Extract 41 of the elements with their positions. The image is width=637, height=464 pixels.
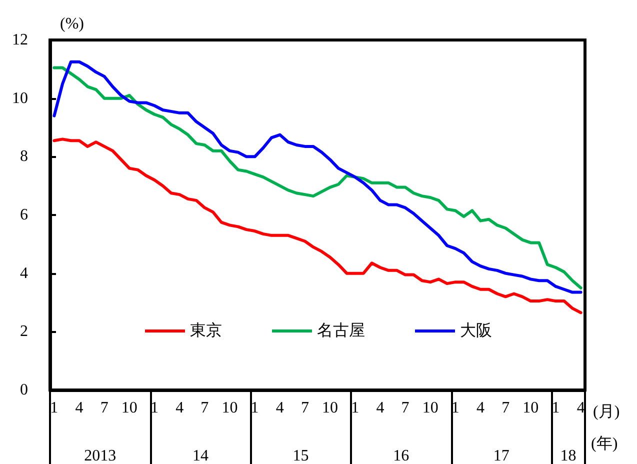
x-tick-label: 4 <box>576 400 585 416</box>
x-tick-label: 4 <box>376 400 384 416</box>
x-tick-label: 7 <box>100 400 108 416</box>
text: 14 <box>192 448 208 464</box>
y-tick-label: 6 <box>20 206 28 224</box>
legend-label: 東京 <box>190 322 222 340</box>
text: 17 <box>493 448 510 464</box>
x-tick-label: 1 <box>552 400 560 416</box>
legend-label: 大阪 <box>460 322 492 340</box>
x-tick-label: 1 <box>250 400 259 416</box>
y-axis-title: (%) <box>60 16 84 32</box>
x-tick-label: 10 <box>121 400 138 416</box>
text: 16 <box>393 448 410 464</box>
x-tick-label: 7 <box>300 400 309 416</box>
x-tick-label: 10 <box>222 400 238 416</box>
x-tick-label: 7 <box>502 400 510 416</box>
text: 15 <box>292 448 309 464</box>
x-tick-label: 10 <box>322 400 338 416</box>
x-tick-label: 10 <box>422 400 438 416</box>
legend-label: 名古屋 <box>317 322 365 340</box>
y-tick-label: 8 <box>20 148 28 166</box>
y-tick-label: 2 <box>20 323 28 340</box>
x-tick-label: 4 <box>476 400 485 416</box>
x-tick-label: 7 <box>200 400 209 416</box>
x-tick-label: 1 <box>351 400 360 416</box>
y-tick-label: 10 <box>12 90 28 107</box>
text: 2013 <box>84 448 116 464</box>
x-tick-label: 1 <box>50 400 58 416</box>
x-tick-label: 10 <box>522 400 539 416</box>
x-tick-label: 4 <box>176 400 184 416</box>
y-tick-label: 0 <box>20 382 28 398</box>
x-axis-title: (月) <box>593 404 620 420</box>
y-tick-label: 4 <box>20 264 28 282</box>
x-tick-label: 7 <box>401 400 410 416</box>
text: 18 <box>560 448 576 464</box>
x-tick-label: 1 <box>150 400 158 416</box>
x-tick-label: 1 <box>451 400 460 416</box>
text: (年) <box>591 436 618 452</box>
x-tick-label: 4 <box>75 400 84 416</box>
y-tick-label: 12 <box>12 32 28 48</box>
x-tick-label: 4 <box>276 400 284 416</box>
